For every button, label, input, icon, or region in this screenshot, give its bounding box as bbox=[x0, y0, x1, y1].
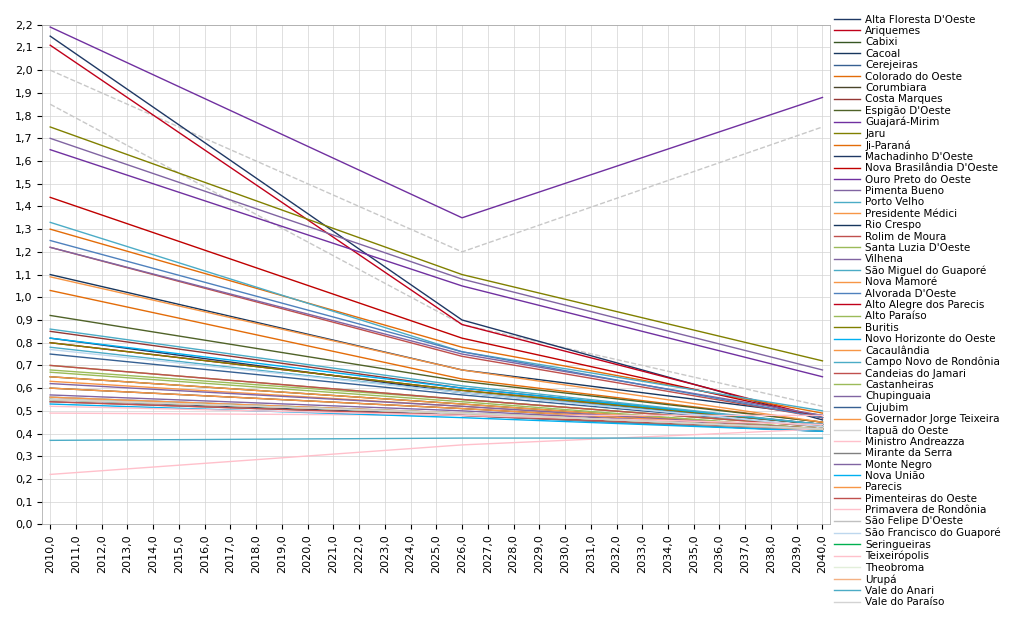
Legend: Alta Floresta D'Oeste, Ariquemes, Cabixi, Cacoal, Cerejeiras, Colorado do Oeste,: Alta Floresta D'Oeste, Ariquemes, Cabixi… bbox=[834, 15, 1001, 607]
